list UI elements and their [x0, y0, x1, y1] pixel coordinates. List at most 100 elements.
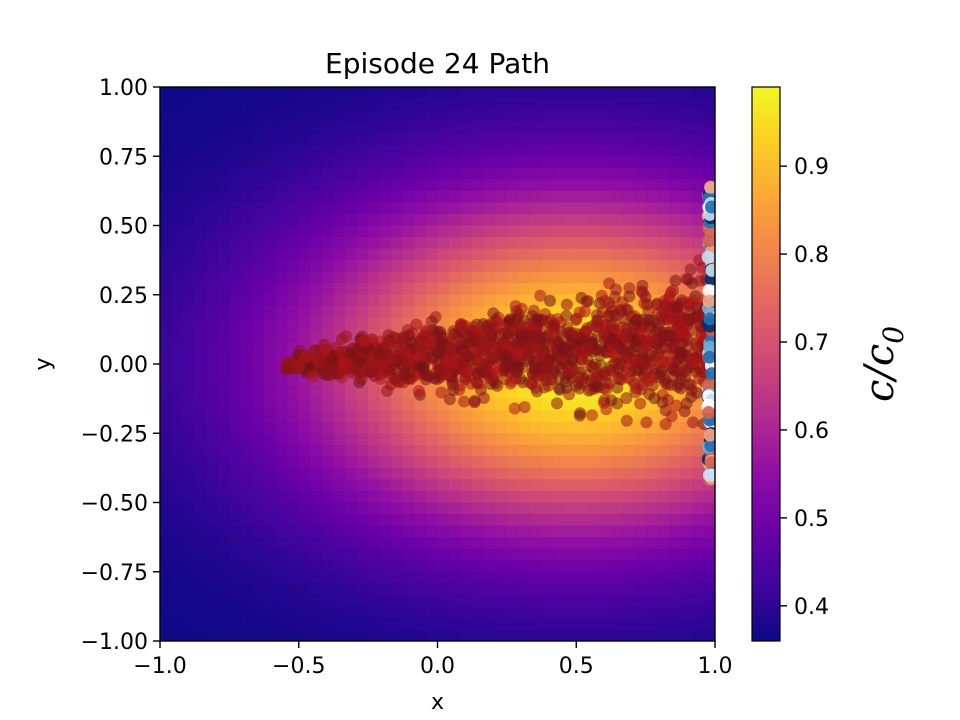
path-point — [447, 332, 460, 345]
field-cell — [160, 444, 173, 457]
field-cell — [587, 98, 600, 111]
field-cell — [449, 467, 462, 481]
field-cell — [240, 156, 254, 169]
field-cell — [564, 560, 577, 573]
field-cell — [587, 548, 600, 561]
field-cell — [264, 213, 277, 227]
field-cell — [518, 467, 531, 481]
field-cell — [379, 456, 392, 469]
field-cell — [483, 260, 496, 273]
field-cell — [437, 537, 450, 550]
field-cell — [425, 110, 439, 123]
field-cell — [194, 179, 207, 192]
field-cell — [657, 190, 670, 204]
field-cell — [645, 167, 658, 180]
field-cell — [171, 571, 184, 584]
field-cell — [171, 479, 184, 492]
field-cell — [287, 306, 300, 319]
path-point — [364, 358, 377, 371]
field-cell — [252, 260, 265, 273]
field-cell — [414, 306, 427, 319]
field-cell — [379, 583, 392, 596]
field-cell — [356, 548, 369, 561]
field-cell — [368, 110, 381, 123]
field-cell — [345, 467, 358, 481]
field-cell — [622, 87, 635, 100]
field-cell — [217, 537, 230, 550]
colorbar — [751, 86, 781, 642]
path-point — [629, 354, 642, 367]
field-cell — [576, 179, 589, 192]
field-cell — [587, 398, 600, 411]
field-cell — [483, 237, 496, 250]
field-cell — [310, 525, 323, 538]
colorbar-tick-label: 0.6 — [794, 419, 829, 444]
field-cell — [345, 571, 358, 584]
field-cell — [217, 467, 230, 481]
field-cell — [402, 467, 415, 481]
field-cell — [483, 202, 496, 215]
field-cell — [160, 260, 173, 273]
path-point — [417, 363, 430, 376]
path-point — [583, 340, 596, 353]
colorbar-tick-label: 0.4 — [794, 595, 829, 620]
field-cell — [680, 237, 693, 250]
field-cell — [264, 456, 277, 469]
field-cell — [160, 352, 173, 365]
field-cell — [229, 502, 242, 515]
field-cell — [356, 306, 369, 319]
field-cell — [379, 479, 392, 492]
field-cell — [217, 87, 230, 100]
path-point — [651, 308, 664, 321]
field-cell — [391, 514, 404, 527]
field-cell — [275, 375, 288, 388]
field-cell — [599, 490, 612, 504]
field-cell — [587, 156, 600, 169]
field-cell — [657, 456, 670, 469]
field-cell — [194, 110, 207, 123]
field-cell — [194, 271, 207, 284]
field-cell — [576, 156, 589, 169]
field-cell — [264, 237, 277, 250]
field-cell — [530, 514, 543, 527]
path-point — [643, 374, 656, 387]
field-cell — [298, 121, 311, 134]
field-cell — [645, 502, 658, 515]
field-cell — [229, 283, 242, 296]
field-cell — [587, 202, 600, 215]
field-cell — [345, 456, 358, 469]
field-cell — [298, 594, 311, 607]
field-cell — [264, 121, 277, 134]
field-cell — [252, 225, 265, 238]
field-cell — [321, 283, 335, 296]
field-cell — [217, 248, 230, 261]
field-cell — [217, 98, 230, 111]
field-cell — [564, 225, 577, 238]
field-cell — [345, 144, 358, 157]
field-cell — [310, 571, 323, 584]
field-cell — [171, 98, 184, 111]
field-cell — [506, 87, 520, 100]
field-cell — [333, 583, 346, 596]
field-cell — [587, 479, 600, 492]
field-cell — [264, 410, 277, 423]
field-cell — [287, 225, 300, 238]
field-cell — [356, 260, 369, 273]
field-cell — [379, 156, 392, 169]
field-cell — [541, 110, 554, 123]
field-cell — [171, 375, 184, 388]
field-cell — [668, 606, 681, 619]
field-cell — [298, 548, 311, 561]
field-cell — [472, 248, 485, 261]
field-cell — [657, 271, 670, 284]
path-point — [678, 405, 691, 418]
field-cell — [321, 190, 335, 204]
path-point — [612, 363, 625, 376]
field-cell — [437, 110, 450, 123]
field-cell — [368, 225, 381, 238]
field-cell — [252, 606, 265, 619]
field-cell — [576, 421, 589, 434]
field-cell — [240, 283, 254, 296]
field-cell — [171, 352, 184, 365]
field-cell — [402, 110, 415, 123]
